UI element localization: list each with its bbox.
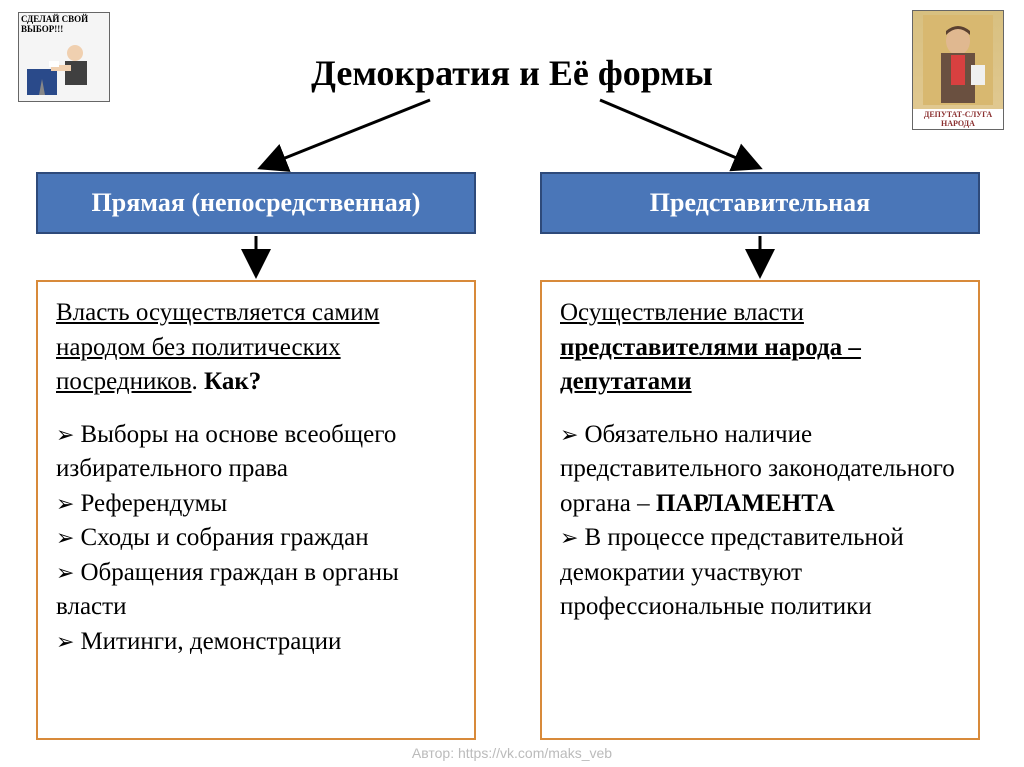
branch-direct: Прямая (непосредственная): [36, 172, 476, 234]
direct-lead: Власть осуществляется самим народом без …: [56, 296, 456, 400]
direct-list: Выборы на основе всеобщего избирательног…: [56, 418, 456, 660]
list-item: Митинги, демонстрации: [56, 625, 456, 660]
list-item: Сходы и собрания граждан: [56, 521, 456, 556]
branch-representative-label: Представительная: [650, 188, 870, 218]
list-item: Обязательно наличие представительного за…: [560, 418, 960, 522]
branch-direct-label: Прямая (непосредственная): [92, 188, 421, 218]
list-item: Обращения граждан в органы власти: [56, 556, 456, 625]
content-direct: Власть осуществляется самим народом без …: [36, 280, 476, 740]
rep-list: Обязательно наличие представительного за…: [560, 418, 960, 625]
list-item: Выборы на основе всеобщего избирательног…: [56, 418, 456, 487]
main-title: Демократия и Её формы: [0, 52, 1024, 94]
footer-credit: Автор: https://vk.com/maks_veb: [0, 745, 1024, 761]
rep-lead: Осуществление власти представителями нар…: [560, 296, 960, 400]
arrows-layer: [0, 0, 1024, 300]
branch-representative: Представительная: [540, 172, 980, 234]
corner-left-text: СДЕЛАЙ СВОЙ ВЫБОР!!!: [21, 15, 107, 35]
corner-right-caption: ДЕПУТАТ-СЛУГА НАРОДА: [913, 109, 1003, 129]
content-representative: Осуществление власти представителями нар…: [540, 280, 980, 740]
list-item: Референдумы: [56, 487, 456, 522]
list-item: В процессе представительной демократии у…: [560, 521, 960, 625]
